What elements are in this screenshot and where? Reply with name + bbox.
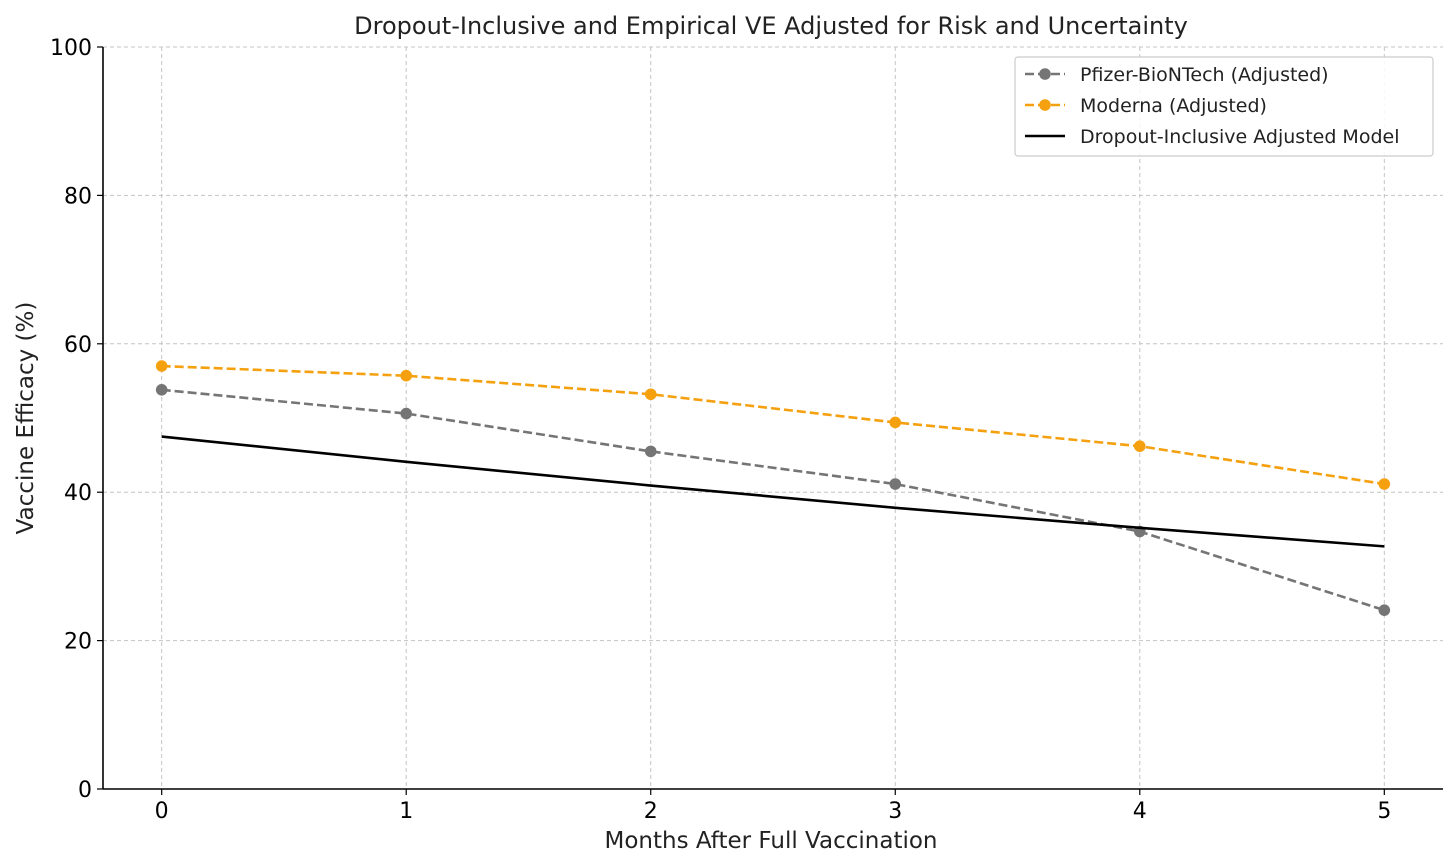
x-tick-label: 0 [155, 799, 169, 824]
data-point [400, 369, 413, 382]
x-axis-title: Months After Full Vaccination [604, 828, 937, 854]
data-point [1378, 478, 1391, 490]
series-pfizer-biontech-adjusted [155, 384, 1391, 616]
series-dropout-inclusive-adjusted-model [161, 435, 1385, 548]
data-point [644, 445, 657, 458]
data-point [644, 388, 657, 401]
x-tick-label: 4 [1133, 799, 1147, 824]
axes [102, 47, 1443, 790]
series-line [161, 435, 1385, 548]
data-point [400, 407, 413, 420]
series-line [161, 388, 1385, 612]
y-tick-label: 100 [50, 36, 92, 61]
y-ticks: 0 20 40 60 80 100 [50, 36, 103, 803]
data-point [889, 478, 902, 490]
series-moderna-adjusted [155, 360, 1391, 490]
grid [103, 46, 1443, 790]
legend-label: Moderna (Adjusted) [1080, 95, 1267, 117]
y-tick-label: 0 [78, 778, 92, 803]
legend-box [1014, 56, 1434, 157]
data-point [155, 384, 168, 396]
y-tick-label: 60 [64, 333, 92, 358]
legend-marker [1039, 99, 1051, 111]
legend-label: Dropout-Inclusive Adjusted Model [1080, 126, 1399, 148]
legend-item: Pfizer-BioNTech (Adjusted) [1025, 64, 1329, 86]
series-group [155, 360, 1391, 616]
x-tick-label: 5 [1377, 799, 1391, 824]
y-tick-label: 20 [64, 630, 92, 655]
data-point [1133, 440, 1146, 452]
series-line [161, 364, 1385, 486]
x-tick-label: 2 [644, 799, 658, 824]
chart-title: Dropout-Inclusive and Empirical VE Adjus… [354, 12, 1188, 40]
data-point [1378, 604, 1391, 616]
x-tick-label: 1 [399, 799, 413, 824]
legend-item: Moderna (Adjusted) [1025, 95, 1267, 117]
y-tick-label: 40 [64, 481, 92, 506]
y-tick-label: 80 [64, 184, 92, 209]
legend-item: Dropout-Inclusive Adjusted Model [1025, 126, 1399, 148]
data-point [155, 360, 168, 372]
legend-marker [1039, 68, 1051, 80]
legend-label: Pfizer-BioNTech (Adjusted) [1080, 64, 1329, 86]
x-tick-label: 3 [888, 799, 902, 824]
data-point [889, 416, 902, 429]
legend: Pfizer-BioNTech (Adjusted) Moderna (Adjus… [1014, 56, 1434, 157]
x-ticks: 0 1 2 3 4 5 [155, 789, 1391, 824]
y-axis-title: Vaccine Efficacy (%) [13, 302, 39, 535]
